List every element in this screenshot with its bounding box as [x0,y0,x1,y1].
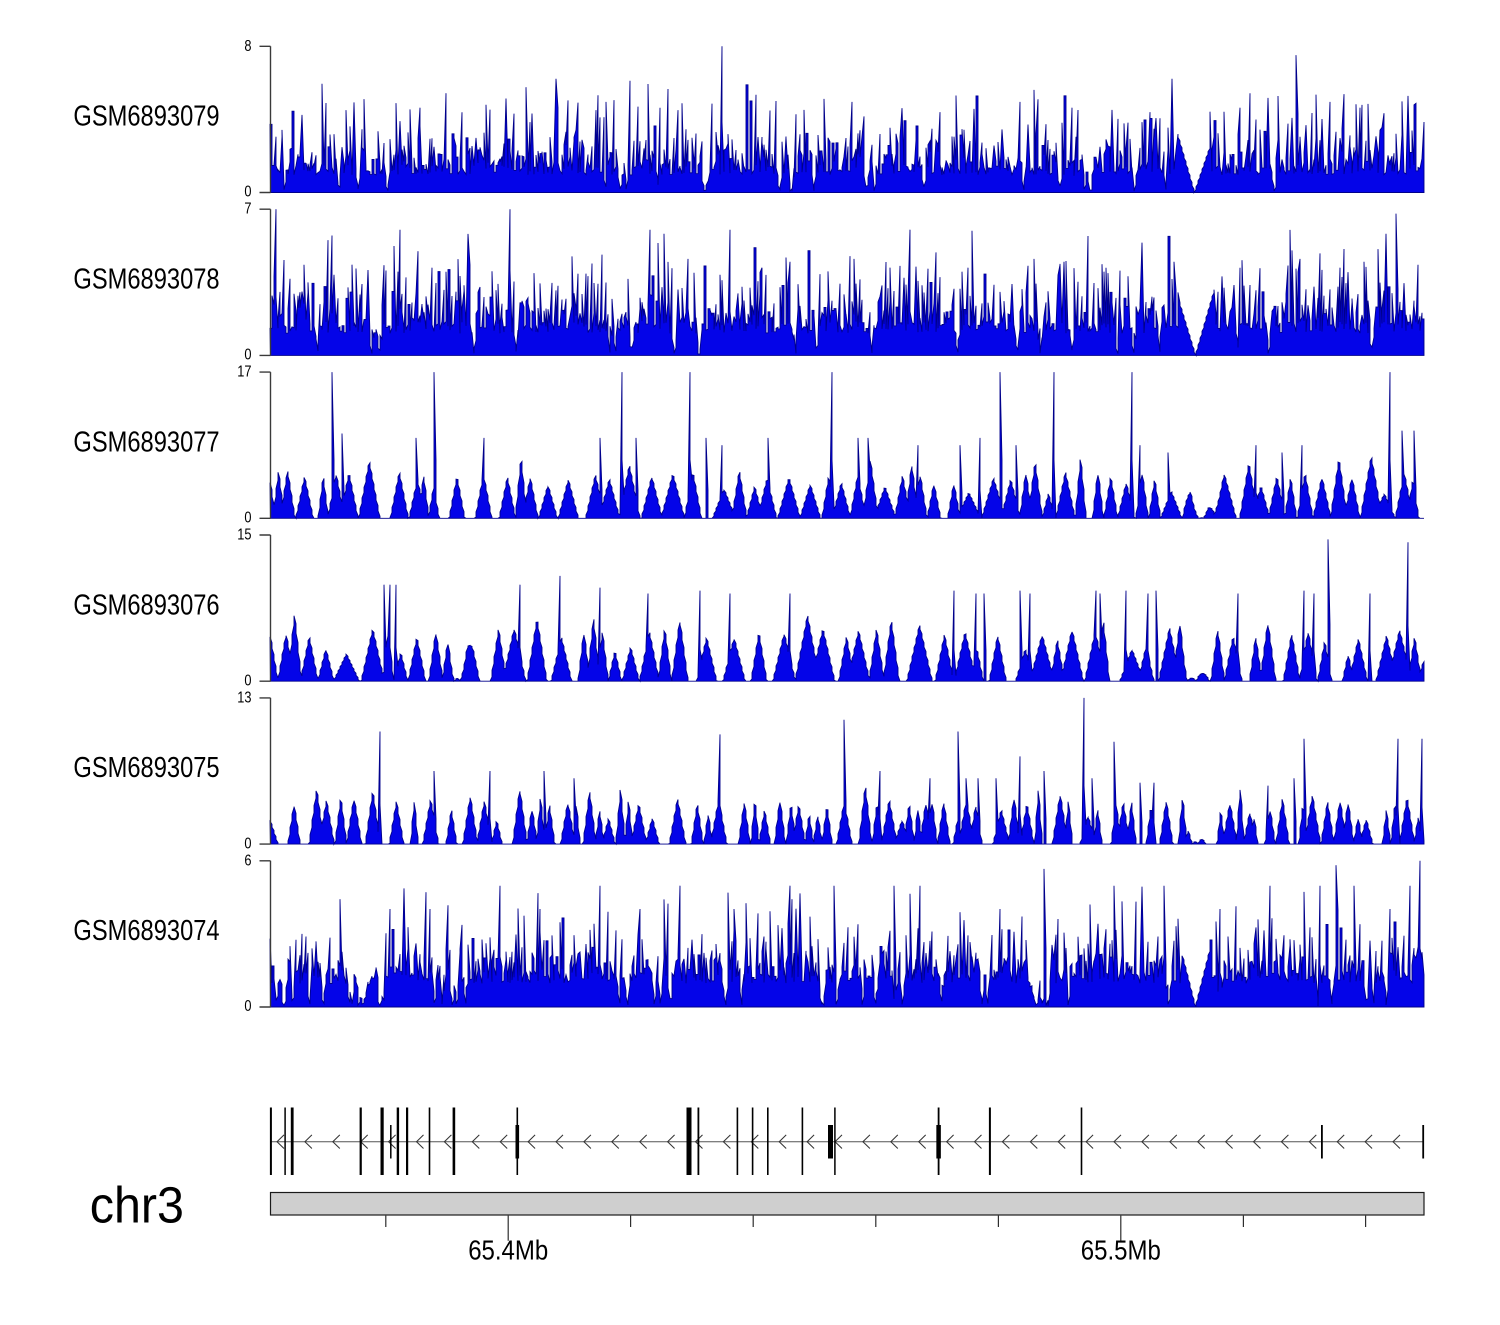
svg-text:GSM6893075: GSM6893075 [73,751,219,784]
svg-text:6: 6 [244,852,251,870]
svg-text:8: 8 [244,38,251,56]
svg-text:65.4Mb: 65.4Mb [468,1236,548,1266]
svg-text:0: 0 [244,998,251,1016]
svg-text:chr3: chr3 [90,1176,184,1234]
svg-text:GSM6893078: GSM6893078 [73,262,219,295]
svg-text:13: 13 [237,689,251,707]
svg-text:0: 0 [244,835,251,853]
svg-text:0: 0 [244,183,251,201]
svg-text:GSM6893079: GSM6893079 [73,99,219,132]
svg-text:65.5Mb: 65.5Mb [1081,1236,1161,1266]
svg-text:0: 0 [244,672,251,690]
svg-text:17: 17 [237,363,251,381]
svg-text:0: 0 [244,346,251,364]
svg-text:GSM6893076: GSM6893076 [73,588,219,621]
svg-text:15: 15 [237,526,251,544]
svg-text:GSM6893077: GSM6893077 [73,425,219,458]
svg-text:0: 0 [244,509,251,527]
svg-text:GSM6893074: GSM6893074 [73,914,219,947]
svg-text:7: 7 [244,200,251,218]
